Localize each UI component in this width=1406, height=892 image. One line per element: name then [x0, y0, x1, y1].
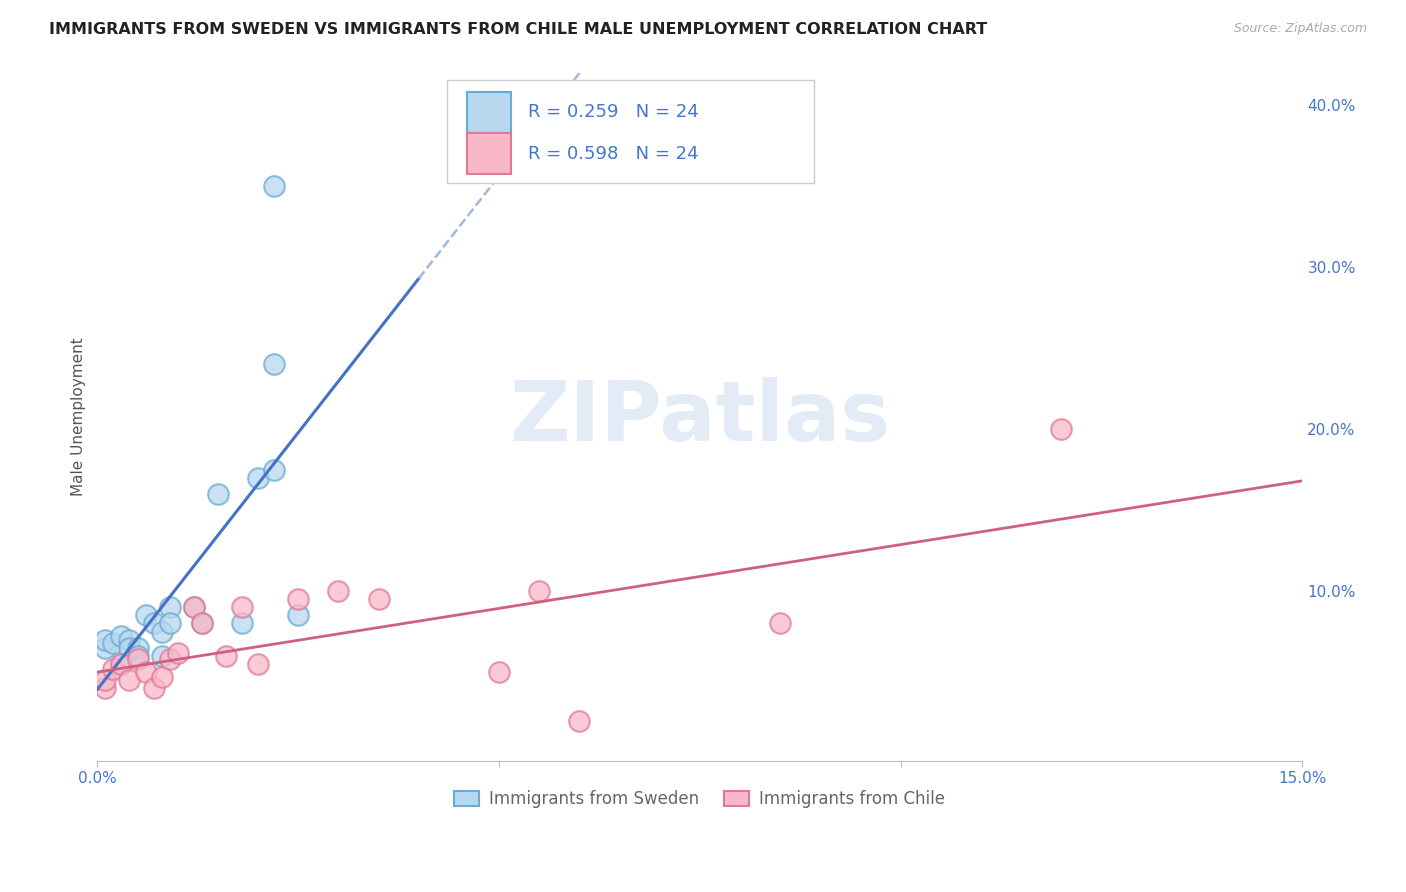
Point — [103, 662, 125, 676]
Point — [94, 632, 117, 647]
Point — [367, 592, 389, 607]
Point — [183, 600, 205, 615]
Point — [247, 471, 270, 485]
Text: IMMIGRANTS FROM SWEDEN VS IMMIGRANTS FROM CHILE MALE UNEMPLOYMENT CORRELATION CH: IMMIGRANTS FROM SWEDEN VS IMMIGRANTS FRO… — [49, 22, 987, 37]
Point — [103, 636, 125, 650]
Point — [207, 487, 229, 501]
Point — [529, 584, 551, 599]
Point — [166, 646, 188, 660]
Point — [159, 600, 181, 615]
Point — [118, 640, 141, 655]
Point — [191, 616, 214, 631]
Point — [142, 681, 165, 696]
Point — [127, 648, 149, 663]
Point — [287, 592, 309, 607]
Text: R = 0.259   N = 24: R = 0.259 N = 24 — [527, 103, 699, 121]
Point — [127, 652, 149, 666]
Point — [191, 616, 214, 631]
Point — [94, 673, 117, 687]
Point — [110, 629, 132, 643]
Point — [159, 652, 181, 666]
Point — [110, 657, 132, 671]
Point — [94, 640, 117, 655]
Point — [127, 640, 149, 655]
Y-axis label: Male Unemployment: Male Unemployment — [72, 338, 86, 497]
Text: Source: ZipAtlas.com: Source: ZipAtlas.com — [1233, 22, 1367, 36]
Text: ZIPatlas: ZIPatlas — [509, 376, 890, 458]
Point — [142, 616, 165, 631]
Point — [231, 600, 253, 615]
Point — [247, 657, 270, 671]
Point — [159, 616, 181, 631]
Point — [263, 358, 285, 372]
FancyBboxPatch shape — [467, 92, 510, 133]
FancyBboxPatch shape — [447, 80, 814, 183]
Point — [118, 673, 141, 687]
Point — [110, 657, 132, 671]
Point — [263, 463, 285, 477]
Point — [94, 681, 117, 696]
FancyBboxPatch shape — [467, 133, 510, 174]
Point — [1050, 422, 1073, 436]
Point — [769, 616, 792, 631]
Text: R = 0.598   N = 24: R = 0.598 N = 24 — [527, 145, 699, 162]
Point — [568, 714, 591, 728]
Point — [150, 648, 173, 663]
Point — [135, 608, 157, 623]
Point — [150, 670, 173, 684]
Point — [183, 600, 205, 615]
Point — [488, 665, 510, 679]
Point — [118, 632, 141, 647]
Legend: Immigrants from Sweden, Immigrants from Chile: Immigrants from Sweden, Immigrants from … — [447, 783, 952, 814]
Point — [263, 179, 285, 194]
Point — [287, 608, 309, 623]
Point — [215, 648, 238, 663]
Point — [135, 665, 157, 679]
Point — [150, 624, 173, 639]
Point — [328, 584, 350, 599]
Point — [231, 616, 253, 631]
